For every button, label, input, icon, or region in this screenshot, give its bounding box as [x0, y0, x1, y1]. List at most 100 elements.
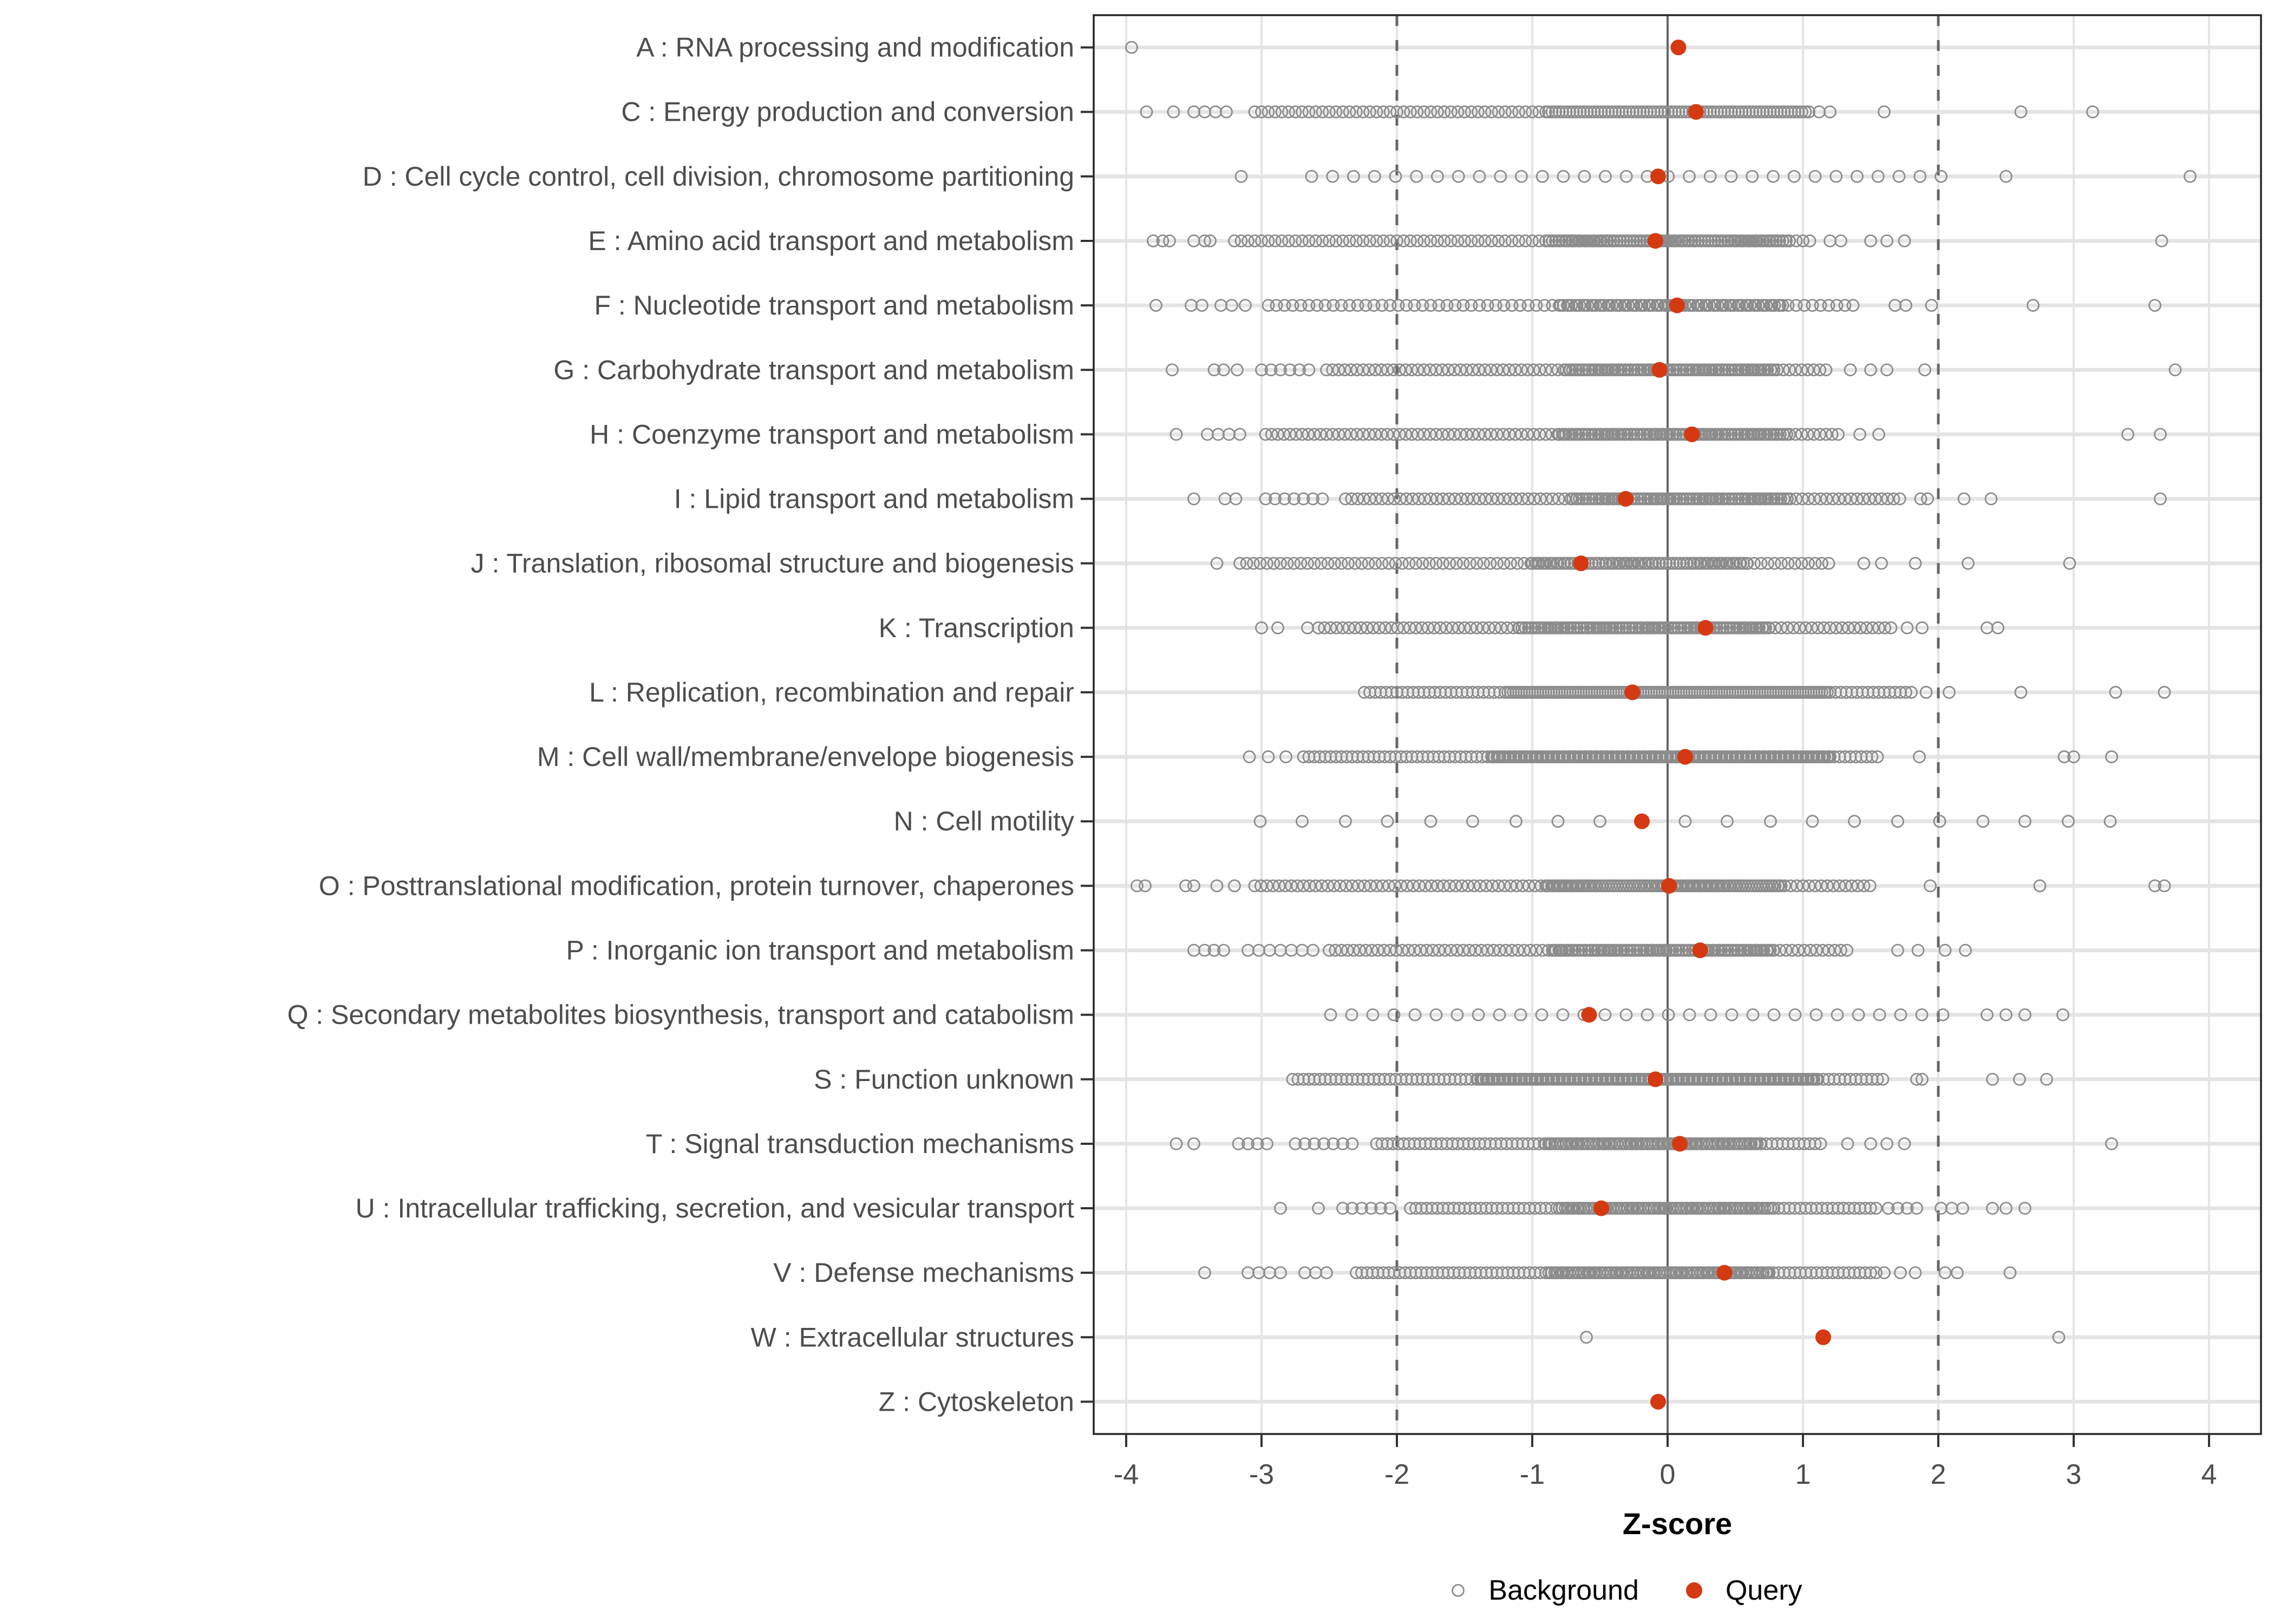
background-point: [1543, 556, 1557, 570]
background-point: [1669, 944, 1683, 957]
background-point: [1556, 234, 1569, 247]
background-point: [1737, 944, 1751, 957]
background-point: [1466, 363, 1479, 377]
background-point: [1187, 1137, 1200, 1150]
background-point: [1731, 299, 1744, 312]
background-point: [1260, 556, 1273, 570]
background-point: [2018, 815, 2031, 828]
background-point: [1735, 492, 1748, 506]
background-point: [1644, 428, 1657, 441]
background-point: [1240, 556, 1253, 570]
background-point: [1683, 363, 1696, 377]
background-point: [1565, 299, 1578, 312]
background-point: [1911, 944, 1925, 957]
background-point: [1514, 1008, 1527, 1021]
background-point: [1582, 234, 1595, 247]
background-point: [1588, 234, 1601, 247]
background-point: [1259, 492, 1272, 506]
background-point: [1768, 299, 1781, 312]
background-point: [1326, 428, 1339, 441]
background-point: [1329, 944, 1342, 957]
background-point: [1665, 105, 1678, 119]
background-point: [2040, 1072, 2053, 1086]
background-point: [1739, 492, 1752, 506]
background-point: [1654, 428, 1667, 441]
background-point: [1575, 944, 1589, 957]
y-axis-label-L: L : Replication, recombination and repai…: [589, 677, 1074, 708]
background-point: [1698, 234, 1711, 247]
background-point: [1630, 944, 1644, 957]
background-point: [1430, 492, 1443, 506]
background-point: [1814, 1137, 1827, 1150]
background-point: [1706, 492, 1719, 506]
background-point: [1411, 428, 1424, 441]
background-point: [1308, 1137, 1321, 1150]
background-point: [1866, 621, 1879, 634]
background-point: [1515, 492, 1529, 506]
background-point: [1689, 234, 1702, 247]
background-point: [1341, 944, 1354, 957]
background-point: [1684, 556, 1697, 570]
background-point: [1481, 944, 1494, 957]
background-point: [1518, 944, 1531, 957]
background-point: [1623, 621, 1636, 634]
background-point: [1627, 944, 1641, 957]
query-point: [1672, 1136, 1688, 1152]
background-point: [1910, 1202, 1923, 1215]
background-point: [1704, 1008, 1717, 1021]
background-point: [1556, 1008, 1570, 1021]
background-point: [1356, 363, 1370, 377]
background-point: [1760, 299, 1773, 312]
background-point: [1485, 234, 1498, 247]
background-point: [1198, 944, 1211, 957]
background-point: [1656, 556, 1669, 570]
background-point: [1638, 556, 1651, 570]
background-point: [1450, 556, 1463, 570]
background-point: [1631, 363, 1644, 377]
background-point: [1760, 105, 1773, 119]
background-point: [1417, 428, 1430, 441]
background-point: [1846, 299, 1860, 312]
background-point: [1731, 944, 1744, 957]
background-point: [1515, 621, 1528, 634]
background-point: [1423, 556, 1436, 570]
background-point: [1626, 621, 1639, 634]
background-point: [1741, 428, 1754, 441]
background-point: [1350, 105, 1363, 119]
background-point: [1533, 556, 1546, 570]
query-point: [1684, 426, 1700, 442]
background-point: [1508, 363, 1522, 377]
background-point: [1169, 1137, 1183, 1150]
background-point: [1456, 556, 1470, 570]
background-point: [1478, 363, 1492, 377]
background-point: [2033, 879, 2047, 893]
background-point: [1375, 299, 1389, 312]
background-point: [1505, 299, 1519, 312]
y-axis-label-P: P : Inorganic ion transport and metaboli…: [566, 935, 1074, 965]
background-point: [1369, 492, 1383, 506]
x-axis-title: Z-score: [1622, 1507, 1733, 1541]
background-point: [1280, 556, 1294, 570]
background-point: [1255, 234, 1268, 247]
background-point: [1604, 944, 1618, 957]
background-point: [1416, 299, 1429, 312]
background-point: [1336, 105, 1349, 119]
query-point: [1648, 233, 1663, 249]
background-point: [1724, 169, 1738, 183]
background-point: [1564, 621, 1577, 634]
background-point: [1674, 556, 1687, 570]
background-point: [1623, 105, 1636, 119]
background-point: [1756, 621, 1769, 634]
background-point: [1477, 556, 1490, 570]
background-point: [1761, 556, 1774, 570]
background-point: [1391, 621, 1404, 634]
x-tick-label: -4: [1114, 1459, 1139, 1490]
background-point: [1611, 428, 1624, 441]
background-point: [1511, 556, 1524, 570]
background-point: [1583, 492, 1596, 506]
background-point: [1779, 944, 1793, 957]
background-point: [1497, 428, 1510, 441]
background-point: [1485, 492, 1498, 506]
background-point: [1898, 1137, 1911, 1150]
background-point: [1621, 428, 1634, 441]
